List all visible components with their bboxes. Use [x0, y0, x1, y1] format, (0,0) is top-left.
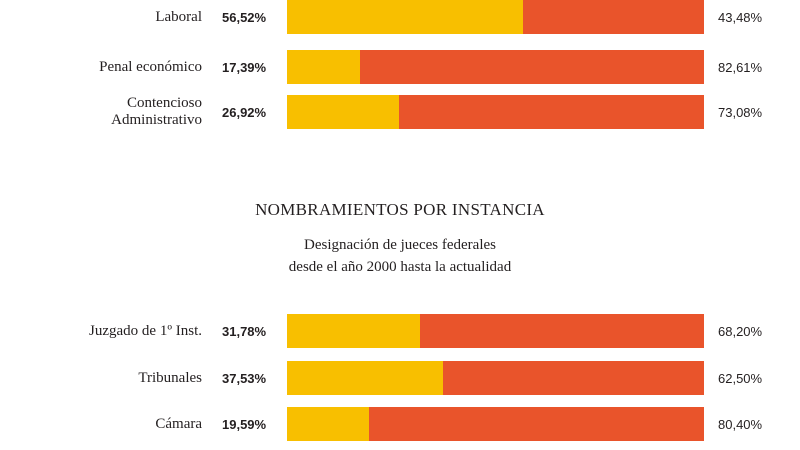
bar-segment-second: [368, 407, 704, 441]
stacked-bar: [287, 361, 704, 395]
bar-segment-first: [287, 0, 523, 34]
bar-row: Penal económico 17,39% 82,61%: [0, 50, 800, 84]
bar-segment-first: [287, 361, 444, 395]
bar-segment-second: [359, 50, 704, 84]
subtitle-line-1: Designación de jueces federales: [304, 237, 496, 253]
bar-row: Contencioso Administrativo 26,92% 73,08%: [0, 95, 800, 129]
bar-segment-second: [443, 361, 704, 395]
data-label-second: 62,50%: [718, 370, 763, 386]
subtitle-line-2: desde el año 2000 hasta la actualidad: [288, 259, 512, 275]
stacked-bar: [287, 314, 704, 348]
bar-row: Juzgado de 1º Inst. 31,78% 68,20%: [0, 314, 800, 348]
data-label-second: 73,08%: [718, 104, 763, 120]
data-label-first: 26,92%: [222, 104, 267, 120]
data-label-first: 56,52%: [222, 9, 267, 25]
data-label-second: 80,40%: [718, 416, 763, 432]
stacked-bar: [287, 95, 704, 129]
chart-title: NOMBRAMIENTOS POR INSTANCIA: [255, 200, 545, 219]
data-label-second: 68,20%: [718, 323, 763, 339]
category-label: Laboral: [155, 8, 202, 25]
data-label-first: 31,78%: [222, 323, 267, 339]
category-label: Juzgado de 1º Inst.: [89, 322, 202, 339]
bar-segment-second: [399, 95, 704, 129]
stacked-bar: [287, 50, 704, 84]
data-label-first: 37,53%: [222, 370, 267, 386]
bar-row: Tribunales 37,53% 62,50%: [0, 361, 800, 395]
chart-subtitle: Designación de jueces federales desde el…: [0, 234, 800, 278]
stacked-bar: [287, 0, 704, 34]
category-label: Cámara: [155, 415, 202, 432]
bar-row: Cámara 19,59% 80,40%: [0, 407, 800, 441]
bar-segment-second: [522, 0, 704, 34]
data-label-first: 19,59%: [222, 416, 267, 432]
bar-segment-first: [287, 314, 420, 348]
data-label-second: 82,61%: [718, 59, 763, 75]
bar-row: Laboral 56,52% 43,48%: [0, 0, 800, 34]
bar-segment-first: [287, 407, 369, 441]
bar-segment-first: [287, 95, 400, 129]
bar-segment-first: [287, 50, 360, 84]
category-label: Contencioso Administrativo: [111, 95, 202, 128]
category-label: Tribunales: [138, 369, 202, 386]
stacked-bar: [287, 407, 704, 441]
category-label: Penal económico: [99, 58, 202, 75]
bar-segment-second: [419, 314, 704, 348]
data-label-second: 43,48%: [718, 9, 763, 25]
data-label-first: 17,39%: [222, 59, 267, 75]
